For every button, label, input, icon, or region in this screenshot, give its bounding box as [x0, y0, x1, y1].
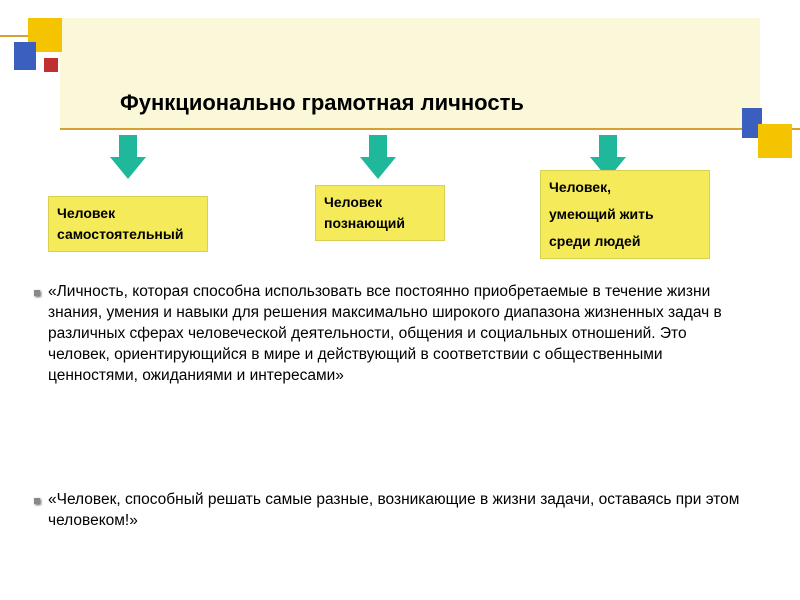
branch-box-center: Человек познающий	[315, 185, 445, 241]
branch-left-line2: самостоятельный	[57, 224, 199, 245]
deco-yellow-square-right	[758, 124, 792, 158]
deco-blue-square-left	[14, 42, 36, 70]
branch-right-line2: умеющий жить	[549, 204, 701, 225]
deco-red-square-left	[44, 58, 58, 72]
branch-box-left: Человек самостоятельный	[48, 196, 208, 252]
branch-right-line3: среди людей	[549, 231, 701, 252]
arrow-center	[360, 135, 396, 179]
branch-center-line1: Человек	[324, 192, 436, 213]
branch-right-line1: Человек,	[549, 177, 701, 198]
branch-box-right: Человек, умеющий жить среди людей	[540, 170, 710, 259]
paragraph-1: «Личность, которая способна использовать…	[48, 282, 748, 387]
branch-center-line2: познающий	[324, 213, 436, 234]
paragraph-2: «Человек, способный решать самые разные,…	[48, 490, 748, 532]
bullet-2	[34, 498, 40, 504]
branch-left-line1: Человек	[57, 203, 199, 224]
bullet-1	[34, 290, 40, 296]
arrow-left	[110, 135, 146, 179]
deco-line-bottom	[60, 128, 800, 130]
diagram-title: Функционально грамотная личность	[120, 90, 700, 116]
